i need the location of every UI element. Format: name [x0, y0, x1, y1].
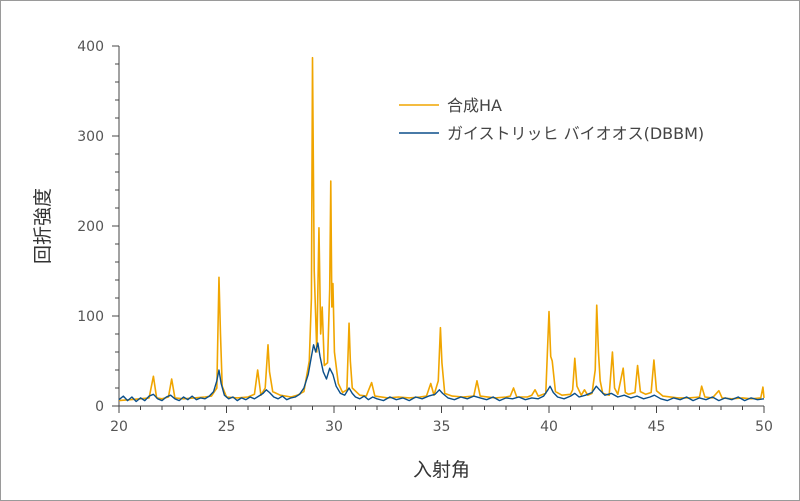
x-tick-label: 40 [540, 419, 558, 435]
series-layer [118, 56, 765, 403]
y-tick-label: 0 [95, 399, 104, 415]
x-tick-label: 25 [218, 419, 236, 435]
y-axis-title: 回折強度 [32, 188, 54, 264]
legend-label-1: 合成HA [447, 96, 502, 115]
x-tick-label: 20 [110, 419, 128, 435]
y-tick-label: 400 [77, 39, 104, 55]
x-axis-title: 入射角 [413, 459, 470, 481]
series-line-1 [118, 56, 765, 402]
series-line-2 [118, 342, 765, 403]
y-tick-label: 100 [77, 309, 104, 325]
x-tick-label: 45 [648, 419, 666, 435]
legend: 合成HA ガイストリッヒ バイオオス(DBBM) [399, 96, 704, 143]
legend-label-2: ガイストリッヒ バイオオス(DBBM) [447, 124, 704, 143]
x-tick-label: 30 [325, 419, 343, 435]
y-tick-label: 200 [77, 219, 104, 235]
x-tick-label: 50 [755, 419, 773, 435]
axes: 20 25 30 35 40 45 50 0 100 200 300 400 [77, 39, 773, 435]
y-tick-label: 300 [77, 129, 104, 145]
x-tick-label: 35 [433, 419, 451, 435]
